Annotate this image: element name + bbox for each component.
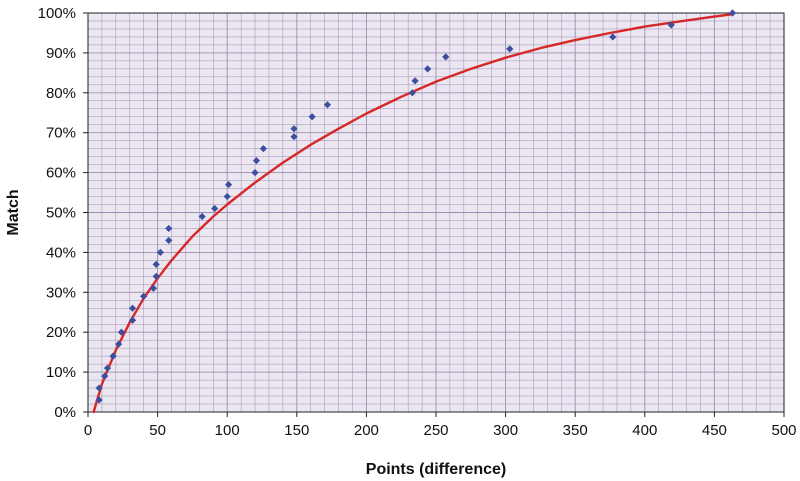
data-point-marker [211, 204, 219, 213]
data-point-marker [323, 101, 332, 109]
data-point-marker [152, 272, 160, 280]
data-point-marker [506, 45, 514, 53]
x-tick-label: 0 [84, 422, 92, 439]
x-tick-label: 50 [149, 422, 166, 439]
x-tick-label: 450 [702, 422, 727, 439]
y-axis-ticks: 0% 10% 20% 30% 40% 50% 60% 70% 80% 90% 100% [38, 5, 88, 421]
data-point-marker [223, 192, 231, 201]
x-axis-ticks: 0 50 100 150 200 250 300 350 400 450 500 [84, 412, 797, 439]
data-point-marker [152, 260, 160, 268]
data-point-marker [128, 316, 137, 324]
y-tick-label: 70% [46, 125, 76, 142]
x-tick-label: 400 [632, 422, 657, 439]
x-tick-label: 300 [493, 422, 518, 439]
data-point-marker [290, 125, 298, 133]
data-point-marker [95, 396, 103, 404]
data-points [95, 9, 737, 404]
data-point-marker [101, 372, 109, 380]
y-tick-label: 40% [46, 244, 76, 261]
data-point-marker [667, 21, 675, 29]
data-point-marker [103, 364, 112, 372]
data-point-marker [165, 224, 173, 233]
y-tick-label: 20% [46, 324, 76, 341]
data-point-marker [109, 352, 117, 360]
x-axis-title: Points (difference) [366, 461, 506, 478]
x-tick-label: 200 [354, 422, 379, 439]
data-point-marker [290, 133, 298, 141]
x-tick-label: 500 [771, 422, 796, 439]
y-tick-label: 100% [38, 5, 76, 22]
data-point-marker [251, 169, 259, 177]
y-tick-label: 50% [46, 205, 76, 222]
y-tick-label: 80% [46, 85, 76, 102]
data-point-marker [165, 236, 173, 245]
y-tick-label: 30% [46, 284, 76, 301]
data-point-marker [198, 212, 206, 221]
data-point-marker [308, 113, 316, 121]
x-tick-label: 150 [284, 422, 309, 439]
data-point-marker [424, 65, 432, 73]
data-point-marker [149, 284, 158, 292]
data-point-marker [609, 33, 617, 41]
y-tick-label: 60% [46, 165, 76, 182]
trend-line [92, 13, 734, 414]
x-tick-label: 100 [215, 422, 240, 439]
grid-lines [87, 12, 785, 413]
data-point-marker [442, 53, 450, 61]
data-point-marker [259, 145, 267, 153]
x-tick-label: 250 [423, 422, 448, 439]
y-tick-label: 0% [54, 404, 76, 421]
data-point-marker [95, 384, 103, 392]
y-axis-title: Match [5, 189, 22, 235]
data-point-marker [140, 292, 148, 300]
data-point-marker [115, 340, 123, 348]
data-point-marker [128, 304, 137, 312]
data-point-marker [411, 77, 419, 85]
data-point-marker [252, 157, 261, 165]
x-tick-label: 350 [563, 422, 588, 439]
data-point-marker [408, 89, 416, 97]
data-point-marker [728, 9, 737, 17]
data-point-marker [117, 328, 126, 336]
data-point-marker [224, 180, 233, 189]
data-point-marker [156, 248, 164, 256]
y-tick-label: 10% [46, 364, 76, 381]
y-tick-label: 90% [46, 45, 76, 62]
